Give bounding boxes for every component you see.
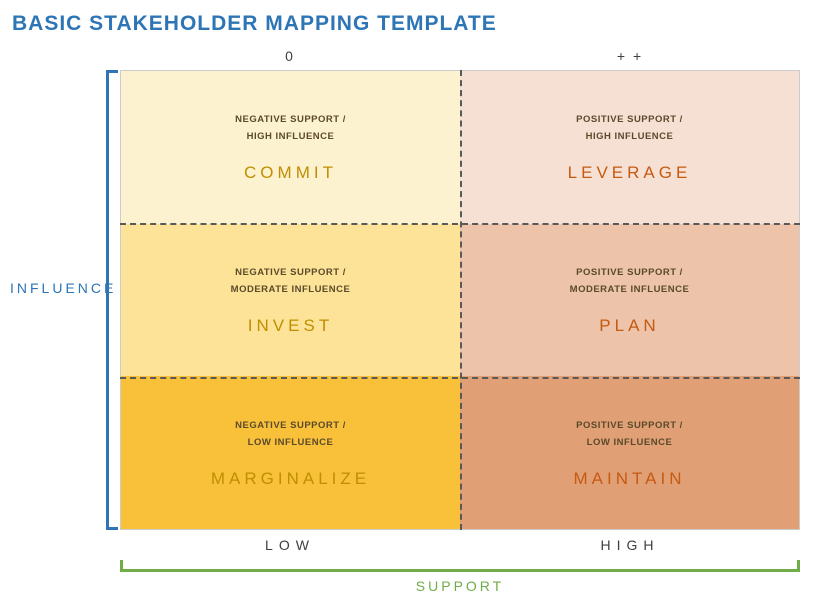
cell-desc-line2: MODERATE INFLUENCE (570, 284, 690, 295)
cell-desc-line1: NEGATIVE SUPPORT / (235, 420, 346, 431)
cell-desc-line2: HIGH INFLUENCE (247, 131, 335, 142)
cell-desc: POSITIVE SUPPORT / LOW INFLUENCE (576, 417, 683, 451)
cell-action: PLAN (599, 316, 659, 336)
cell-desc-line1: NEGATIVE SUPPORT / (235, 267, 346, 278)
bottom-axis-markers: LOW HIGH (120, 537, 800, 553)
cell-desc: POSITIVE SUPPORT / MODERATE INFLUENCE (570, 264, 690, 298)
grid-divider-horizontal-2 (120, 377, 800, 379)
cell-desc-line1: POSITIVE SUPPORT / (576, 420, 683, 431)
cell-commit: NEGATIVE SUPPORT / HIGH INFLUENCE COMMIT (121, 71, 460, 224)
cell-desc-line2: LOW INFLUENCE (248, 437, 334, 448)
cell-action: COMMIT (244, 163, 337, 183)
cell-plan: POSITIVE SUPPORT / MODERATE INFLUENCE PL… (460, 224, 799, 377)
cell-desc-line2: MODERATE INFLUENCE (231, 284, 351, 295)
cell-leverage: POSITIVE SUPPORT / HIGH INFLUENCE LEVERA… (460, 71, 799, 224)
grid-divider-horizontal-1 (120, 223, 800, 225)
top-marker-left: 0 (120, 48, 460, 64)
cell-action: MARGINALIZE (211, 469, 370, 489)
cell-marginalize: NEGATIVE SUPPORT / LOW INFLUENCE MARGINA… (121, 376, 460, 529)
cell-maintain: POSITIVE SUPPORT / LOW INFLUENCE MAINTAI… (460, 376, 799, 529)
cell-desc: NEGATIVE SUPPORT / MODERATE INFLUENCE (231, 264, 351, 298)
cell-desc-line2: LOW INFLUENCE (587, 437, 673, 448)
bottom-marker-low: LOW (120, 537, 460, 553)
x-axis-label: SUPPORT (120, 578, 800, 594)
top-marker-right: + + (460, 48, 800, 64)
bottom-marker-high: HIGH (460, 537, 800, 553)
x-axis-bracket (120, 560, 800, 572)
cell-action: INVEST (248, 316, 333, 336)
page-title: BASIC STAKEHOLDER MAPPING TEMPLATE (12, 12, 497, 36)
cell-action: MAINTAIN (574, 469, 686, 489)
y-axis-bracket (106, 70, 118, 530)
cell-desc-line1: NEGATIVE SUPPORT / (235, 114, 346, 125)
cell-desc: NEGATIVE SUPPORT / HIGH INFLUENCE (235, 111, 346, 145)
cell-desc: NEGATIVE SUPPORT / LOW INFLUENCE (235, 417, 346, 451)
cell-desc: POSITIVE SUPPORT / HIGH INFLUENCE (576, 111, 683, 145)
y-axis-label: INFLUENCE (10, 280, 116, 296)
cell-desc-line2: HIGH INFLUENCE (586, 131, 674, 142)
cell-invest: NEGATIVE SUPPORT / MODERATE INFLUENCE IN… (121, 224, 460, 377)
cell-desc-line1: POSITIVE SUPPORT / (576, 114, 683, 125)
grid-divider-vertical (460, 70, 462, 530)
top-axis-markers: 0 + + (120, 48, 800, 64)
cell-action: LEVERAGE (568, 163, 692, 183)
cell-desc-line1: POSITIVE SUPPORT / (576, 267, 683, 278)
